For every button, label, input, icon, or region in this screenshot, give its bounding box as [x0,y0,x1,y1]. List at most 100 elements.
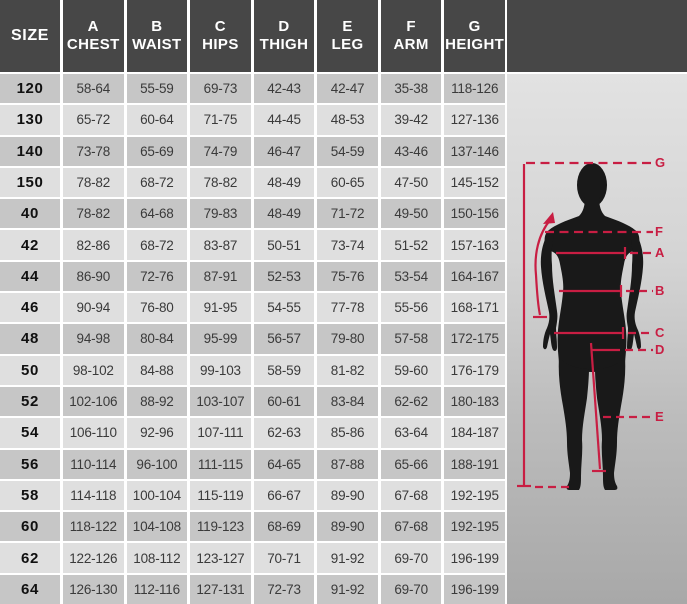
measurement-value-cell: 76-80 [126,293,188,323]
size-value-cell: 58 [0,480,60,511]
size-value-cell: 54 [0,418,60,448]
figure-label-a: A [655,245,665,260]
figure-label-f: F [655,224,664,239]
column-header-leg: E LEG [317,0,378,72]
measurement-value-cell: 50-51 [253,230,315,260]
measurement-value-cell: 78-82 [63,167,124,198]
column-letter-e: E [342,18,353,36]
size-value-cell: 42 [0,230,60,260]
measurement-value-cell: 176-179 [444,355,505,385]
measurement-value-cell: 100-104 [126,480,188,511]
measurement-value-cell: 69-70 [380,543,442,573]
measurement-value-cell: 53-54 [380,261,442,292]
measurement-value-cell: 70-71 [253,543,315,573]
measurement-value-cell: 104-108 [126,512,188,542]
column-label-thigh: THIGH [259,36,309,53]
size-value-cell: 40 [0,199,60,229]
measurement-value-cell: 102-106 [63,386,124,417]
column-label-arm: ARM [393,36,429,53]
column-header-arm: F ARM [380,0,442,72]
measurement-value-cell: 98-102 [63,355,124,385]
measurement-value-cell: 86-90 [63,261,124,292]
measurement-value-cell: 65-69 [126,136,188,166]
size-value-cell: 62 [0,543,60,573]
torso-shape [544,197,640,372]
measurement-value-cell: 145-152 [444,167,505,198]
measurement-value-cell: 81-82 [317,355,378,385]
measurement-lines [517,161,653,489]
column-header-waist: B WAIST [126,0,188,72]
measurement-value-cell: 96-100 [126,449,188,479]
measurement-value-cell: 58-64 [63,74,124,104]
right-leg-shape [595,358,626,490]
measurement-value-cell: 87-91 [190,261,251,292]
measurement-value-cell: 118-126 [444,74,505,104]
measurement-value-cell: 54-59 [317,136,378,166]
measurement-value-cell: 184-187 [444,418,505,448]
measurement-value-cell: 172-175 [444,324,505,354]
measurement-value-cell: 60-61 [253,386,315,417]
column-letter-g: G [468,18,481,36]
measurement-value-cell: 119-123 [190,512,251,542]
measurement-value-cell: 123-127 [190,543,251,573]
measurement-value-cell: 180-183 [444,386,505,417]
measurement-value-cell: 88-92 [126,386,188,417]
measurement-value-cell: 91-92 [317,574,378,604]
measurement-value-cell: 164-167 [444,261,505,292]
measurement-figure-panel: G F A B C D E [507,74,687,604]
measurement-value-cell: 46-47 [253,136,315,166]
measurement-value-cell: 192-195 [444,512,505,542]
measurement-value-cell: 127-131 [190,574,251,604]
measurement-value-cell: 122-126 [63,543,124,573]
measurement-value-cell: 60-64 [126,105,188,135]
measurement-value-cell: 59-60 [380,355,442,385]
arm-measure-curve [534,218,552,316]
measurement-value-cell: 64-65 [253,449,315,479]
size-value-cell: 64 [0,574,60,604]
measurement-value-cell: 74-79 [190,136,251,166]
column-letter-f: F [406,18,416,36]
measurement-value-cell: 73-78 [63,136,124,166]
measurement-value-cell: 75-76 [317,261,378,292]
size-value-cell: 130 [0,105,60,135]
size-header-label: SIZE [11,26,49,44]
measurement-value-cell: 54-55 [253,293,315,323]
size-value-cell: 140 [0,136,60,166]
column-label-leg: LEG [331,36,364,53]
size-value-cell: 52 [0,386,60,417]
column-label-chest: CHEST [66,36,120,53]
measurement-value-cell: 67-68 [380,480,442,511]
measurement-value-cell: 65-72 [63,105,124,135]
measurement-value-cell: 110-114 [63,449,124,479]
measurement-value-cell: 111-115 [190,449,251,479]
size-value-cell: 46 [0,293,60,323]
column-letter-d: D [278,18,290,36]
measurement-value-cell: 78-82 [63,199,124,229]
measurement-value-cell: 42-43 [253,74,315,104]
inseam-measure-line [589,342,602,470]
figure-label-c: C [655,325,665,340]
figure-label-g: G [655,155,666,170]
measurement-value-cell: 80-84 [126,324,188,354]
measurement-value-cell: 127-136 [444,105,505,135]
body-silhouette [540,163,644,490]
measurement-value-cell: 112-116 [126,574,188,604]
measurement-value-cell: 51-52 [380,230,442,260]
column-header-chest: A CHEST [63,0,124,72]
measurement-value-cell: 196-199 [444,574,505,604]
measurement-value-cell: 89-90 [317,512,378,542]
measurement-value-cell: 52-53 [253,261,315,292]
measurement-value-cell: 114-118 [63,480,124,511]
size-value-cell: 56 [0,449,60,479]
measurement-value-cell: 68-72 [126,230,188,260]
body-silhouette-diagram [517,161,653,490]
measurement-value-cell: 55-56 [380,293,442,323]
measurement-value-cell: 47-50 [380,167,442,198]
measurement-value-cell: 192-195 [444,480,505,511]
measurement-value-cell: 84-88 [126,355,188,385]
measurement-value-cell: 39-42 [380,105,442,135]
left-arm-shape [540,231,558,351]
measurement-value-cell: 83-87 [190,230,251,260]
size-value-cell: 44 [0,261,60,292]
column-header-hips: C HIPS [190,0,251,72]
